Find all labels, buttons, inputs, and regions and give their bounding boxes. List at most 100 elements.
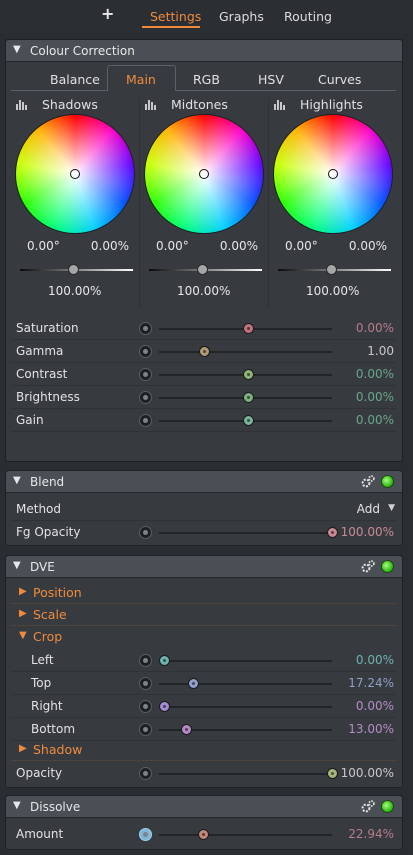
group-position[interactable]: ▶ Position xyxy=(11,582,396,604)
gear-icon[interactable] xyxy=(360,559,376,575)
gear-icon[interactable] xyxy=(360,799,376,815)
param-slider-track[interactable] xyxy=(159,729,332,731)
level-value[interactable]: 100.00% xyxy=(177,284,231,298)
tab-graphs[interactable]: Graphs xyxy=(219,9,264,24)
reset-icon[interactable] xyxy=(139,767,152,780)
param-value[interactable]: 17.24% xyxy=(348,676,394,690)
highlights-colour-wheel[interactable] xyxy=(274,115,392,233)
subtab-rgb[interactable]: RGB xyxy=(193,72,220,87)
blend-header[interactable]: ▼ Blend xyxy=(6,471,402,493)
hue-value[interactable]: 0.00° xyxy=(285,239,318,253)
reset-icon[interactable] xyxy=(139,828,152,841)
reset-icon[interactable] xyxy=(139,654,152,667)
saturation-value[interactable]: 0.00% xyxy=(219,239,258,253)
param-value[interactable]: 100.00% xyxy=(340,766,394,780)
method-dropdown[interactable]: Add xyxy=(356,502,380,516)
param-slider-track[interactable] xyxy=(159,351,332,353)
wheel-handle[interactable] xyxy=(328,169,338,179)
saturation-value[interactable]: 0.00% xyxy=(348,239,387,253)
param-slider-track[interactable] xyxy=(159,773,332,775)
collapse-icon[interactable]: ▼ xyxy=(13,800,21,811)
expand-icon[interactable]: ▶ xyxy=(19,586,27,597)
param-value[interactable]: 0.00% xyxy=(355,653,394,667)
group-label[interactable]: Shadow xyxy=(33,742,83,757)
group-label[interactable]: Position xyxy=(33,585,82,600)
subtab-hsv[interactable]: HSV xyxy=(258,72,284,87)
param-value[interactable]: 0.00% xyxy=(355,321,394,335)
reset-icon[interactable] xyxy=(139,368,152,381)
histogram-icon[interactable] xyxy=(16,100,28,110)
param-slider-knob[interactable] xyxy=(180,724,192,735)
reset-icon[interactable] xyxy=(139,322,152,335)
param-slider-knob[interactable] xyxy=(187,678,199,689)
reset-icon[interactable] xyxy=(139,700,152,713)
histogram-icon[interactable] xyxy=(274,100,286,110)
gear-icon[interactable] xyxy=(360,474,376,490)
param-slider-knob[interactable] xyxy=(243,392,254,403)
level-value[interactable]: 100.00% xyxy=(306,284,360,298)
wheel-handle[interactable] xyxy=(199,169,209,179)
param-value[interactable]: 0.00% xyxy=(355,699,394,713)
param-slider-track[interactable] xyxy=(159,683,332,685)
param-slider-knob[interactable] xyxy=(159,655,170,666)
subtab-curves[interactable]: Curves xyxy=(318,72,362,87)
add-tab-button[interactable]: + xyxy=(101,4,115,23)
param-value[interactable]: 0.00% xyxy=(355,413,394,427)
param-slider-knob[interactable] xyxy=(159,701,170,712)
group-label[interactable]: Scale xyxy=(33,607,67,622)
collapse-icon[interactable]: ▼ xyxy=(13,475,21,486)
shadows-colour-wheel[interactable] xyxy=(16,115,134,233)
histogram-icon[interactable] xyxy=(145,100,157,110)
param-slider-track[interactable] xyxy=(159,706,332,708)
param-slider-knob[interactable] xyxy=(243,415,254,426)
param-slider-knob[interactable] xyxy=(197,829,209,840)
tab-settings[interactable]: Settings xyxy=(150,9,202,24)
expand-icon[interactable]: ▶ xyxy=(19,608,27,619)
param-value[interactable]: 100.00% xyxy=(340,525,394,539)
hue-value[interactable]: 0.00° xyxy=(27,239,60,253)
collapse-icon[interactable]: ▼ xyxy=(13,560,21,571)
enabled-led-icon[interactable] xyxy=(381,800,394,813)
enabled-led-icon[interactable] xyxy=(381,560,394,573)
param-value[interactable]: 22.94% xyxy=(348,827,394,841)
param-slider-track[interactable] xyxy=(159,532,332,534)
subtab-main[interactable]: Main xyxy=(126,72,156,87)
reset-icon[interactable] xyxy=(139,345,152,358)
group-shadow[interactable]: ▶ Shadow xyxy=(11,739,396,761)
group-scale[interactable]: ▶ Scale xyxy=(11,604,396,626)
level-slider-knob[interactable] xyxy=(68,264,79,275)
reset-icon[interactable] xyxy=(139,723,152,736)
group-label[interactable]: Crop xyxy=(33,629,63,644)
dissolve-header[interactable]: ▼ Dissolve xyxy=(6,796,402,818)
param-value[interactable]: 1.00 xyxy=(367,344,394,358)
wheel-handle[interactable] xyxy=(70,169,80,179)
param-value[interactable]: 0.00% xyxy=(355,367,394,381)
param-value[interactable]: 13.00% xyxy=(348,722,394,736)
midtones-colour-wheel[interactable] xyxy=(145,115,263,233)
collapse-icon[interactable]: ▼ xyxy=(13,44,21,55)
colour-correction-header[interactable]: ▼ Colour Correction xyxy=(6,40,402,62)
param-slider-knob[interactable] xyxy=(243,369,254,380)
enabled-led-icon[interactable] xyxy=(381,475,394,488)
param-slider-track[interactable] xyxy=(159,660,332,662)
level-slider-knob[interactable] xyxy=(197,264,208,275)
reset-icon[interactable] xyxy=(139,526,152,539)
group-crop[interactable]: ▼ Crop xyxy=(11,626,396,648)
param-slider-track[interactable] xyxy=(159,834,332,836)
reset-icon[interactable] xyxy=(139,414,152,427)
param-value[interactable]: 0.00% xyxy=(355,390,394,404)
tab-routing[interactable]: Routing xyxy=(284,9,332,24)
reset-icon[interactable] xyxy=(139,677,152,690)
level-slider-knob[interactable] xyxy=(326,264,337,275)
expand-icon[interactable]: ▶ xyxy=(19,743,27,754)
collapse-icon[interactable]: ▼ xyxy=(19,630,27,641)
saturation-value[interactable]: 0.00% xyxy=(90,239,129,253)
param-slider-knob[interactable] xyxy=(327,527,338,538)
param-slider-knob[interactable] xyxy=(243,323,254,334)
reset-icon[interactable] xyxy=(139,391,152,404)
chevron-down-icon[interactable]: ▼ xyxy=(388,503,395,513)
hue-value[interactable]: 0.00° xyxy=(156,239,189,253)
subtab-balance[interactable]: Balance xyxy=(50,72,100,87)
param-slider-knob[interactable] xyxy=(199,346,211,357)
param-slider-knob[interactable] xyxy=(327,768,338,779)
